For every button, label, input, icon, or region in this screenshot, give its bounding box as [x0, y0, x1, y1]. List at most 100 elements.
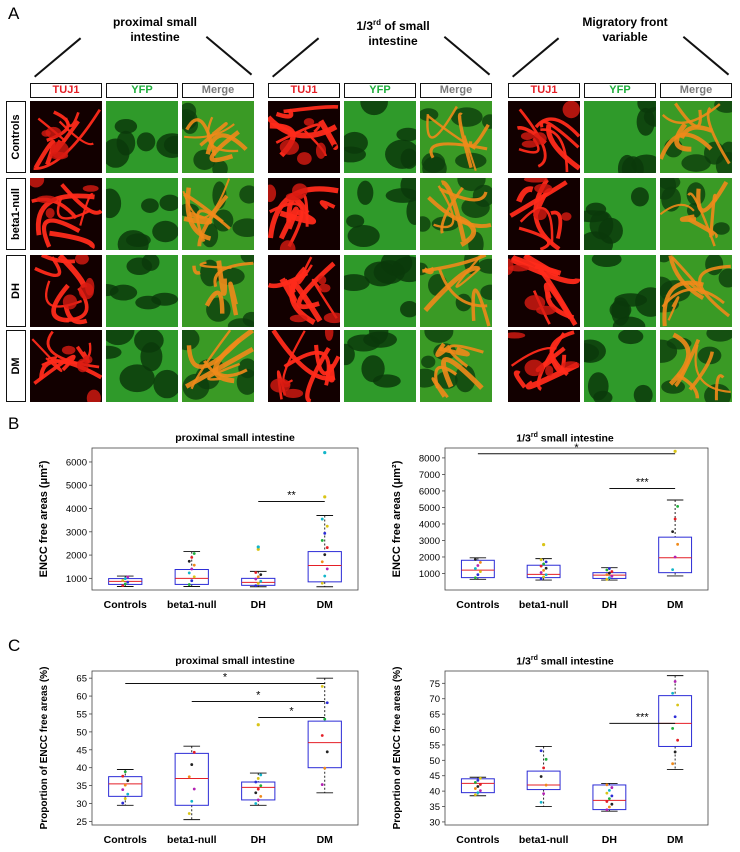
row-label-text: DM [10, 357, 22, 375]
data-point [539, 571, 543, 574]
y-tick-label: 1000 [419, 569, 440, 580]
significance-label: ** [287, 490, 296, 502]
y-axis-label: ENCC free areas (μm²) [391, 460, 403, 577]
data-point [123, 783, 127, 787]
data-point [320, 560, 324, 564]
micrograph-merge-dm [182, 330, 254, 402]
data-point [478, 561, 482, 564]
data-point [259, 794, 263, 798]
data-point [671, 762, 675, 766]
y-tick-label: 1000 [66, 574, 87, 585]
box [658, 695, 693, 747]
micrograph-merge-dh [420, 255, 492, 327]
y-axis-label: Proportion of ENCC free areas (%) [39, 667, 50, 830]
x-category-label: Controls [104, 599, 147, 611]
data-point [607, 571, 611, 575]
data-point [607, 788, 611, 792]
y-tick-label: 35 [76, 781, 87, 792]
data-point [605, 573, 609, 577]
y-tick-label: 30 [76, 799, 87, 810]
micrograph-yfp-dh [106, 255, 178, 327]
data-point [544, 566, 548, 570]
data-point [607, 805, 611, 809]
plot-frame [91, 447, 359, 591]
data-point [610, 786, 614, 789]
data-point [539, 577, 543, 581]
y-axis-label: ENCC free areas (μm²) [38, 460, 50, 577]
x-category-label: beta1-null [519, 599, 569, 611]
micrograph-merge-dh [660, 255, 732, 327]
micrograph-tuj1-beta1-null [268, 178, 340, 250]
data-point [121, 774, 125, 778]
data-point [254, 780, 258, 784]
region-title-front: Migratory front variable [550, 15, 700, 45]
y-tick-label: 60 [429, 725, 440, 736]
channel-label-yfp: YFP [106, 83, 178, 98]
data-point [676, 542, 680, 546]
data-point [254, 571, 258, 574]
data-point [610, 802, 614, 806]
data-point [539, 775, 543, 778]
data-point [192, 787, 196, 791]
data-point [320, 783, 324, 786]
data-point [671, 691, 675, 695]
y-tick-label: 4000 [419, 519, 440, 530]
row-label-text: Controls [10, 114, 22, 160]
significance-label: * [256, 689, 261, 701]
micrograph-merge-beta1-null [420, 178, 492, 250]
panel-letter-c: C [8, 636, 21, 655]
row-label-dm: DM [6, 330, 26, 402]
y-tick-label: 65 [429, 710, 440, 721]
data-point [121, 584, 125, 588]
data-point [605, 808, 609, 812]
boxplot-c-third: 30 35 40 45 50 55 60 65 70 75 Proportion of ENCC f… [392, 667, 709, 846]
data-point [123, 797, 127, 800]
data-point [605, 791, 609, 795]
y-tick-label: 40 [76, 763, 87, 774]
y-tick-label: 70 [429, 694, 440, 705]
data-point [190, 556, 194, 559]
data-point [605, 783, 609, 787]
data-point [478, 776, 482, 780]
data-point [473, 780, 477, 784]
data-point [542, 766, 546, 770]
box [174, 752, 209, 806]
data-point [192, 563, 196, 567]
data-point [320, 581, 324, 585]
channel-label-yfp: YFP [584, 83, 656, 98]
data-point [607, 567, 611, 570]
bracket-line [682, 36, 730, 76]
region-title-line1: proximal small [112, 15, 198, 29]
data-point [123, 582, 127, 586]
data-point [190, 799, 194, 803]
data-point [544, 783, 548, 787]
region-title-proximal: proximal small intestine [80, 15, 230, 45]
data-point [121, 788, 125, 792]
data-point [539, 564, 543, 568]
micrograph-tuj1-dh [508, 255, 580, 327]
data-point [187, 559, 191, 563]
micrograph-yfp-dh [344, 255, 416, 327]
data-point [192, 552, 196, 555]
data-point [542, 792, 546, 796]
data-point [676, 504, 680, 508]
x-category-label: DM [667, 834, 684, 846]
box [307, 551, 342, 583]
micrograph-yfp-dh [584, 255, 656, 327]
row-label-text: beta1-null [10, 188, 22, 240]
data-point [123, 577, 127, 581]
region-title-line1: Migratory front [582, 15, 668, 29]
boxplot-c-proximal: 25 30 35 40 45 50 55 60 65 Proportion of ENCC fre… [39, 667, 359, 846]
data-point [610, 794, 614, 798]
data-point [259, 573, 263, 577]
chart-title-c-right: 1/3rd small intestine [516, 655, 614, 668]
data-point [607, 797, 611, 801]
box [460, 559, 495, 579]
data-point [123, 770, 127, 774]
micrograph-yfp-beta1-null [344, 178, 416, 250]
x-category-label: DM [317, 599, 334, 611]
data-point [259, 773, 263, 777]
data-point [190, 579, 194, 583]
chart-title-b-right: 1/3rd small intestine [516, 432, 614, 445]
plot-frame [91, 670, 359, 826]
